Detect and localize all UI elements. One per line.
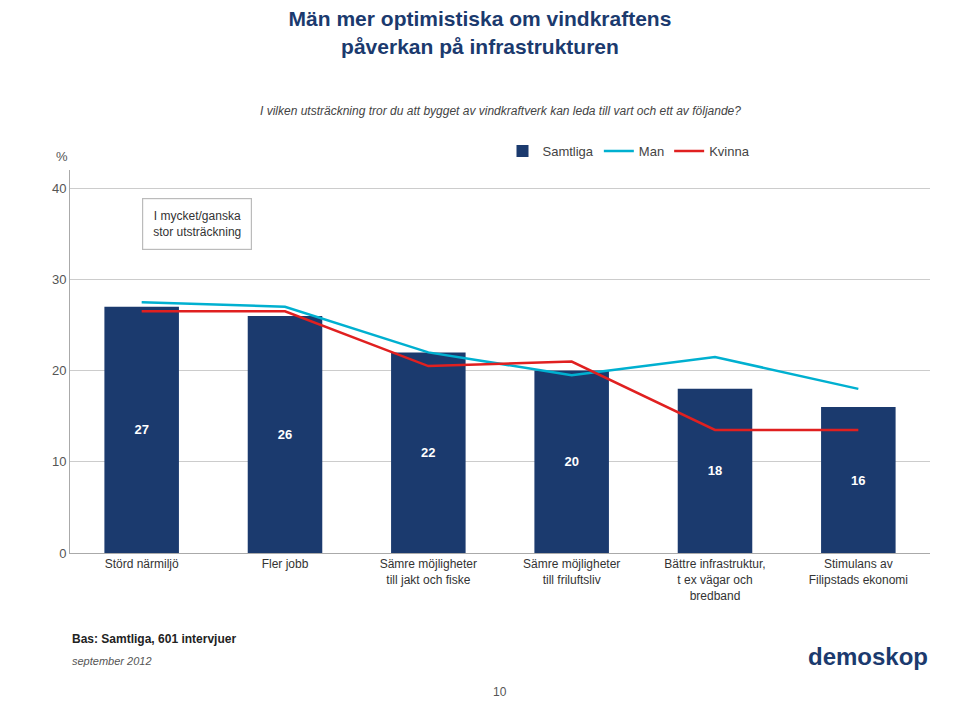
svg-text:20: 20 [52,363,66,378]
svg-text:27: 27 [134,422,148,437]
svg-text:26: 26 [278,427,292,442]
svg-text:22: 22 [421,445,435,460]
svg-text:Bättre infrastruktur,t ex väga: Bättre infrastruktur,t ex vägar ochbredb… [664,557,765,602]
svg-text:10: 10 [493,685,507,699]
svg-text:Sämre möjlighetertill jakt och: Sämre möjlighetertill jakt och fiske [380,557,477,587]
svg-text:I vilken utsträckning tror du: I vilken utsträckning tror du att bygget… [260,104,741,118]
svg-text:0: 0 [59,546,66,561]
svg-text:Kvinna: Kvinna [709,144,750,159]
svg-text:20: 20 [564,454,578,469]
svg-text:Man: Man [639,144,664,159]
svg-text:10: 10 [52,454,66,469]
svg-text:Sämre möjlighetertill frilufts: Sämre möjlighetertill friluftsliv [523,557,620,587]
svg-text:Störd närmiljö: Störd närmiljö [105,557,179,571]
svg-text:Samtliga: Samtliga [543,144,594,159]
svg-text:16: 16 [851,473,865,488]
svg-text:Bas: Samtliga, 601 intervjuer: Bas: Samtliga, 601 intervjuer [72,632,236,646]
svg-text:30: 30 [52,272,66,287]
svg-text:september 2012: september 2012 [72,655,152,667]
svg-text:%: % [56,149,68,164]
svg-text:I mycket/ganskastor utsträckni: I mycket/ganskastor utsträckning [153,209,241,239]
svg-text:Män mer optimistiska om vindkr: Män mer optimistiska om vindkraftenspåve… [289,7,672,57]
svg-text:Stimulans avFilipstads ekonomi: Stimulans avFilipstads ekonomi [809,557,908,587]
svg-text:40: 40 [52,181,66,196]
svg-text:18: 18 [708,463,722,478]
svg-text:Fler jobb: Fler jobb [262,557,309,571]
svg-text:demoskop: demoskop [808,643,928,670]
